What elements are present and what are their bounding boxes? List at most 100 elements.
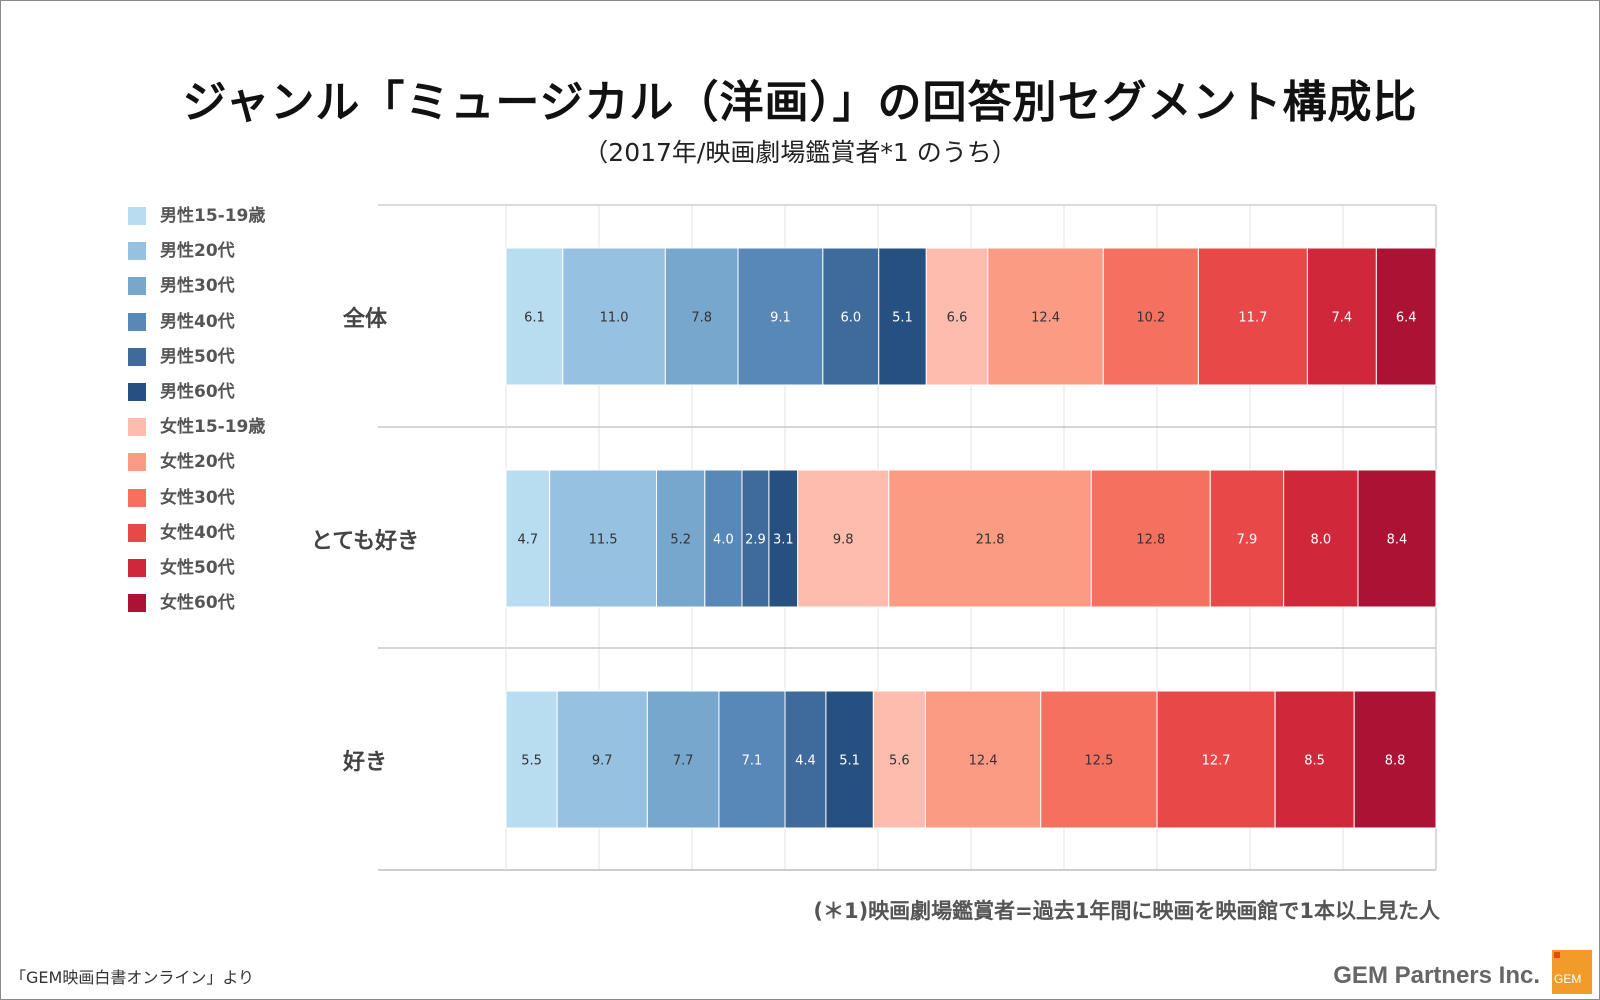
category-label: とても好き bbox=[310, 528, 420, 554]
bar-segment bbox=[822, 247, 880, 386]
bar-segment bbox=[1357, 469, 1437, 608]
bar-segment bbox=[664, 247, 739, 386]
bar-segment bbox=[505, 690, 558, 829]
data-label: 4.0 bbox=[713, 533, 734, 548]
data-label: 7.4 bbox=[1332, 311, 1353, 326]
bar-segment bbox=[656, 469, 706, 608]
bar-segment bbox=[825, 690, 874, 829]
bar-segment bbox=[1353, 690, 1437, 829]
bar-segment bbox=[1102, 247, 1199, 386]
data-label: 5.2 bbox=[670, 533, 691, 548]
legend-swatch bbox=[128, 347, 146, 366]
data-label: 10.2 bbox=[1136, 311, 1165, 326]
source-note: 「GEM映画白書オンライン」より bbox=[10, 968, 254, 987]
data-label: 12.8 bbox=[1136, 533, 1165, 548]
bar-segment bbox=[784, 690, 827, 829]
data-label: 2.9 bbox=[745, 533, 766, 548]
bar-segment bbox=[1156, 690, 1276, 829]
bar-segment bbox=[1283, 469, 1359, 608]
legend-swatch bbox=[128, 559, 146, 577]
legend-label: 女性20代 bbox=[160, 452, 235, 473]
bar-segment bbox=[797, 469, 890, 608]
legend-label: 男性30代 bbox=[160, 276, 235, 297]
legend-label: 男性40代 bbox=[160, 311, 235, 332]
data-label: 11.5 bbox=[589, 533, 618, 548]
chart-title: ジャンル「ミュージカル（洋画）」の回答別セグメント構成比 bbox=[182, 77, 1418, 128]
legend-swatch bbox=[128, 453, 146, 472]
chart-subtitle: （2017年/映画劇場鑑賞者*1 のうち） bbox=[583, 138, 1017, 167]
legend-label: 男性60代 bbox=[160, 382, 235, 402]
bar-segment bbox=[1197, 247, 1308, 386]
data-label: 9.1 bbox=[770, 311, 791, 326]
data-label: 4.7 bbox=[517, 533, 538, 548]
data-label: 21.8 bbox=[976, 533, 1005, 548]
footnote: (＊1)映画劇場鑑賞者=過去1年間に映画を映画館で1本以上見た人 bbox=[813, 899, 1440, 923]
bar-segment bbox=[646, 690, 720, 829]
data-label: 7.7 bbox=[673, 754, 694, 769]
data-label: 4.4 bbox=[795, 754, 816, 769]
legend-swatch bbox=[128, 418, 146, 437]
bar-segment bbox=[505, 247, 564, 386]
legend-swatch bbox=[128, 242, 146, 261]
data-label: 9.7 bbox=[592, 754, 613, 769]
data-label: 7.1 bbox=[742, 754, 763, 769]
bar-segment bbox=[1090, 469, 1211, 608]
bar-segment bbox=[872, 690, 926, 829]
data-label: 5.5 bbox=[521, 754, 542, 769]
legend-swatch bbox=[128, 488, 146, 507]
legend-label: 女性40代 bbox=[160, 522, 235, 543]
data-label: 11.0 bbox=[600, 311, 629, 326]
legend-label: 女性30代 bbox=[160, 487, 235, 508]
data-label: 12.7 bbox=[1202, 754, 1231, 769]
bar-segment bbox=[549, 469, 658, 608]
data-label: 5.1 bbox=[839, 754, 860, 769]
bar-segment bbox=[556, 690, 648, 829]
bar-segment bbox=[1375, 247, 1437, 386]
legend-label: 男性20代 bbox=[160, 241, 235, 262]
data-label: 7.8 bbox=[691, 311, 712, 326]
bar-segment bbox=[704, 469, 743, 608]
legend-swatch bbox=[128, 312, 146, 331]
bar-segment bbox=[1040, 690, 1158, 829]
data-label: 12.4 bbox=[1031, 311, 1060, 326]
bar-segment bbox=[737, 247, 824, 386]
bar-segment bbox=[987, 247, 1104, 386]
logo-text: GEM bbox=[1554, 972, 1582, 986]
data-label: 12.4 bbox=[969, 754, 998, 769]
legend-label: 女性15-19歳 bbox=[160, 417, 266, 438]
bar-segment bbox=[925, 247, 989, 386]
data-label: 11.7 bbox=[1238, 311, 1267, 326]
legend-swatch bbox=[128, 523, 146, 542]
legend-swatch bbox=[128, 383, 146, 401]
data-label: 8.5 bbox=[1304, 754, 1325, 769]
legend-label: 女性60代 bbox=[160, 593, 235, 614]
bar-segment bbox=[562, 247, 666, 386]
bar-segment bbox=[878, 247, 927, 386]
bar-segment bbox=[888, 469, 1092, 608]
company-logo-icon: GEM bbox=[1552, 950, 1592, 994]
data-label: 6.0 bbox=[840, 311, 861, 326]
data-label: 12.5 bbox=[1084, 754, 1113, 769]
data-label: 8.8 bbox=[1385, 754, 1406, 769]
bar-segment bbox=[718, 690, 786, 829]
legend-swatch bbox=[128, 207, 146, 225]
data-label: 9.8 bbox=[833, 533, 854, 548]
legend-label: 男性50代 bbox=[160, 346, 235, 367]
bar-segment bbox=[505, 469, 551, 608]
legend-swatch bbox=[128, 594, 146, 613]
data-label: 8.4 bbox=[1387, 533, 1408, 548]
company-name: GEM Partners Inc. bbox=[1333, 962, 1540, 989]
data-label: 7.9 bbox=[1237, 533, 1258, 548]
legend-swatch bbox=[128, 277, 146, 296]
bar-segment bbox=[924, 690, 1042, 829]
data-label: 8.0 bbox=[1310, 533, 1331, 548]
bar-segment bbox=[768, 469, 799, 608]
data-label: 5.6 bbox=[889, 754, 910, 769]
legend-label: 女性50代 bbox=[160, 558, 235, 578]
bar-segment bbox=[741, 469, 770, 608]
category-label: 好き bbox=[342, 749, 387, 775]
category-label: 全体 bbox=[342, 306, 387, 332]
data-label: 3.1 bbox=[773, 533, 794, 548]
data-label: 6.6 bbox=[947, 311, 968, 326]
